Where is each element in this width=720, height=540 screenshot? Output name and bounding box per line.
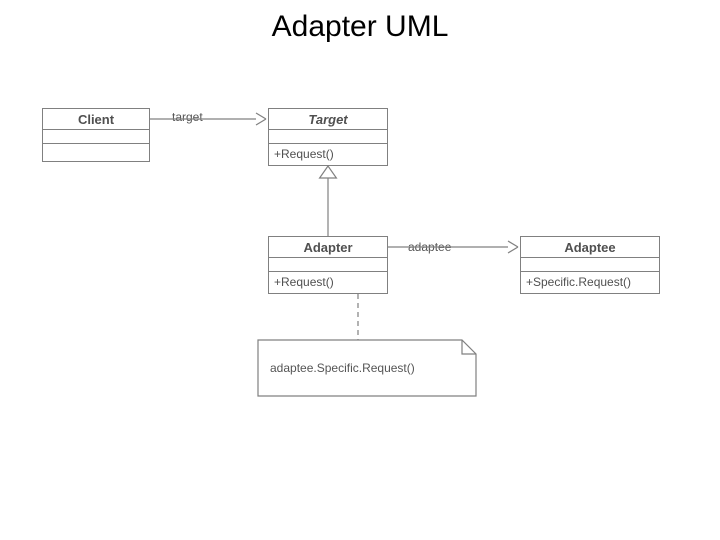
diagram-title: Adapter UML (0, 10, 720, 44)
uml-class-target: Target +Request() (268, 108, 388, 166)
uml-note: adaptee.Specific.Request() (258, 340, 476, 396)
class-name: Adaptee (520, 236, 660, 258)
class-name: Target (268, 108, 388, 130)
edge-label-client-target: target (172, 110, 203, 124)
uml-class-adapter: Adapter +Request() (268, 236, 388, 294)
class-operations: +Request() (268, 144, 388, 166)
class-name: Client (42, 108, 150, 130)
class-attributes (268, 130, 388, 144)
class-attributes (268, 258, 388, 272)
edge-label-adapter-adaptee: adaptee (408, 240, 451, 254)
class-name: Adapter (268, 236, 388, 258)
class-attributes (520, 258, 660, 272)
uml-class-adaptee: Adaptee +Specific.Request() (520, 236, 660, 294)
uml-class-client: Client (42, 108, 150, 162)
class-operations: +Request() (268, 272, 388, 294)
class-operations: +Specific.Request() (520, 272, 660, 294)
note-text: adaptee.Specific.Request() (270, 361, 415, 375)
class-operations (42, 144, 150, 162)
class-attributes (42, 130, 150, 144)
